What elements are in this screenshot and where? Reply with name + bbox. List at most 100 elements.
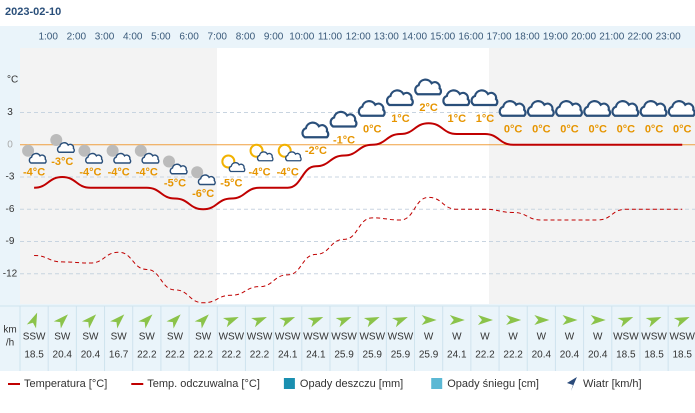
- temp-label: 1°C: [391, 113, 410, 125]
- temp-label: -5°C: [164, 177, 186, 189]
- y-tick-label: -3: [6, 172, 15, 183]
- cloud-icon: [285, 151, 302, 162]
- temp-label: -2°C: [305, 145, 327, 157]
- wind-arrow: [617, 316, 634, 328]
- cloud-shape: [56, 142, 75, 153]
- temp-label: -6°C: [192, 188, 214, 200]
- cloud-shape: [301, 121, 330, 139]
- wind-speed: 18.5: [644, 350, 664, 361]
- wind-direction: SSW: [23, 332, 46, 343]
- wind-speed: 20.4: [532, 350, 552, 361]
- wind-arrow: [449, 315, 465, 325]
- cloud-icon: [414, 78, 443, 96]
- wind-speed: 20.4: [53, 350, 73, 361]
- wind-direction: SW: [195, 332, 212, 343]
- hour-label: 3:00: [95, 32, 115, 43]
- hour-label: 13:00: [374, 32, 399, 43]
- temperature-line: [34, 122, 683, 211]
- cloud-icon: [56, 142, 75, 153]
- temp-label: 0°C: [588, 124, 607, 136]
- hour-label: 22:00: [627, 32, 652, 43]
- temp-label: -1°C: [333, 134, 355, 146]
- wind-direction: WSW: [613, 332, 639, 343]
- wind-speed: 22.2: [222, 350, 242, 361]
- temp-label: 1°C: [476, 113, 495, 125]
- hour-label: 18:00: [515, 32, 540, 43]
- cloud-icon: [357, 100, 386, 117]
- wind-direction: WSW: [275, 332, 301, 343]
- wind-speed: 22.2: [137, 350, 157, 361]
- cloud-shape: [442, 89, 471, 107]
- y-axis-label: °C: [7, 75, 18, 86]
- cloud-shape: [228, 162, 246, 173]
- cloud-icon: [28, 152, 47, 164]
- day-area: [217, 48, 489, 304]
- cloud-shape: [667, 100, 695, 117]
- moon-icon: [106, 144, 119, 157]
- wind-direction: SW: [139, 332, 156, 343]
- cloud-icon: [639, 100, 668, 117]
- hour-label: 8:00: [236, 32, 256, 43]
- moon-icon: [162, 155, 175, 168]
- legend-swatch: [431, 378, 443, 389]
- wind-arrow: [645, 316, 662, 328]
- feels-like-line: [34, 196, 683, 304]
- temp-label: -4°C: [248, 167, 270, 179]
- hour-label: 23:00: [656, 32, 681, 43]
- cloud-icon: [169, 163, 188, 175]
- wind-direction: W: [508, 332, 518, 343]
- temp-label: 0°C: [532, 124, 551, 136]
- temp-label: -4°C: [108, 167, 130, 179]
- wind-speed: 20.4: [560, 350, 580, 361]
- cloud-shape: [414, 78, 443, 96]
- moon-icon: [191, 166, 204, 179]
- wind-unit: /h: [6, 338, 14, 349]
- wind-speed: 18.5: [616, 350, 636, 361]
- wind-speed: 25.9: [334, 350, 354, 361]
- temp-label: 0°C: [673, 124, 692, 136]
- wind-arrow: [138, 314, 153, 329]
- hour-label: 2:00: [67, 32, 87, 43]
- wind-direction: WSW: [219, 332, 245, 343]
- wind-direction: WSW: [388, 332, 414, 343]
- temp-label: 1°C: [448, 113, 467, 125]
- temp-label: -4°C: [79, 167, 101, 179]
- hour-label: 12:00: [346, 32, 371, 43]
- cloud-shape: [285, 151, 302, 162]
- wind-arrow: [194, 314, 209, 329]
- cloud-icon: [85, 152, 104, 164]
- wind-direction: WSW: [641, 332, 667, 343]
- hour-label: 17:00: [487, 32, 512, 43]
- cloud-shape: [197, 174, 216, 186]
- wind-speed: 22.2: [475, 350, 495, 361]
- cloud-icon: [498, 100, 527, 117]
- hour-label: 10:00: [289, 32, 314, 43]
- wind-speed: 25.9: [391, 350, 411, 361]
- y-tick-label: 3: [7, 107, 13, 118]
- legend-wind: [566, 377, 577, 391]
- wind-arrow: [506, 315, 522, 325]
- title: 2023-02-10: [5, 6, 61, 18]
- wind-speed: 22.2: [250, 350, 270, 361]
- temp-label: -4°C: [23, 167, 45, 179]
- legend-label: Temperatura [°C]: [24, 378, 107, 390]
- cloud-icon: [113, 152, 132, 164]
- cloud-shape: [169, 163, 188, 175]
- cloud-icon: [611, 100, 640, 117]
- cloud-shape: [256, 151, 274, 162]
- temp-label: 0°C: [617, 124, 636, 136]
- wind-arrow: [110, 314, 125, 329]
- cloud-shape: [639, 100, 668, 117]
- wind-direction: W: [424, 332, 434, 343]
- hour-label: 20:00: [571, 32, 596, 43]
- wind-direction: WSW: [303, 332, 329, 343]
- cloud-shape: [498, 100, 527, 117]
- legend-label: Wiatr [km/h]: [583, 378, 642, 390]
- cloud-icon: [301, 121, 330, 139]
- cloud-shape: [329, 110, 358, 128]
- temp-label: 0°C: [560, 124, 579, 136]
- legend-label: Opady deszczu [mm]: [300, 378, 403, 390]
- cloud-icon: [197, 174, 216, 186]
- hour-label: 6:00: [179, 32, 199, 43]
- wind-direction: SW: [54, 332, 71, 343]
